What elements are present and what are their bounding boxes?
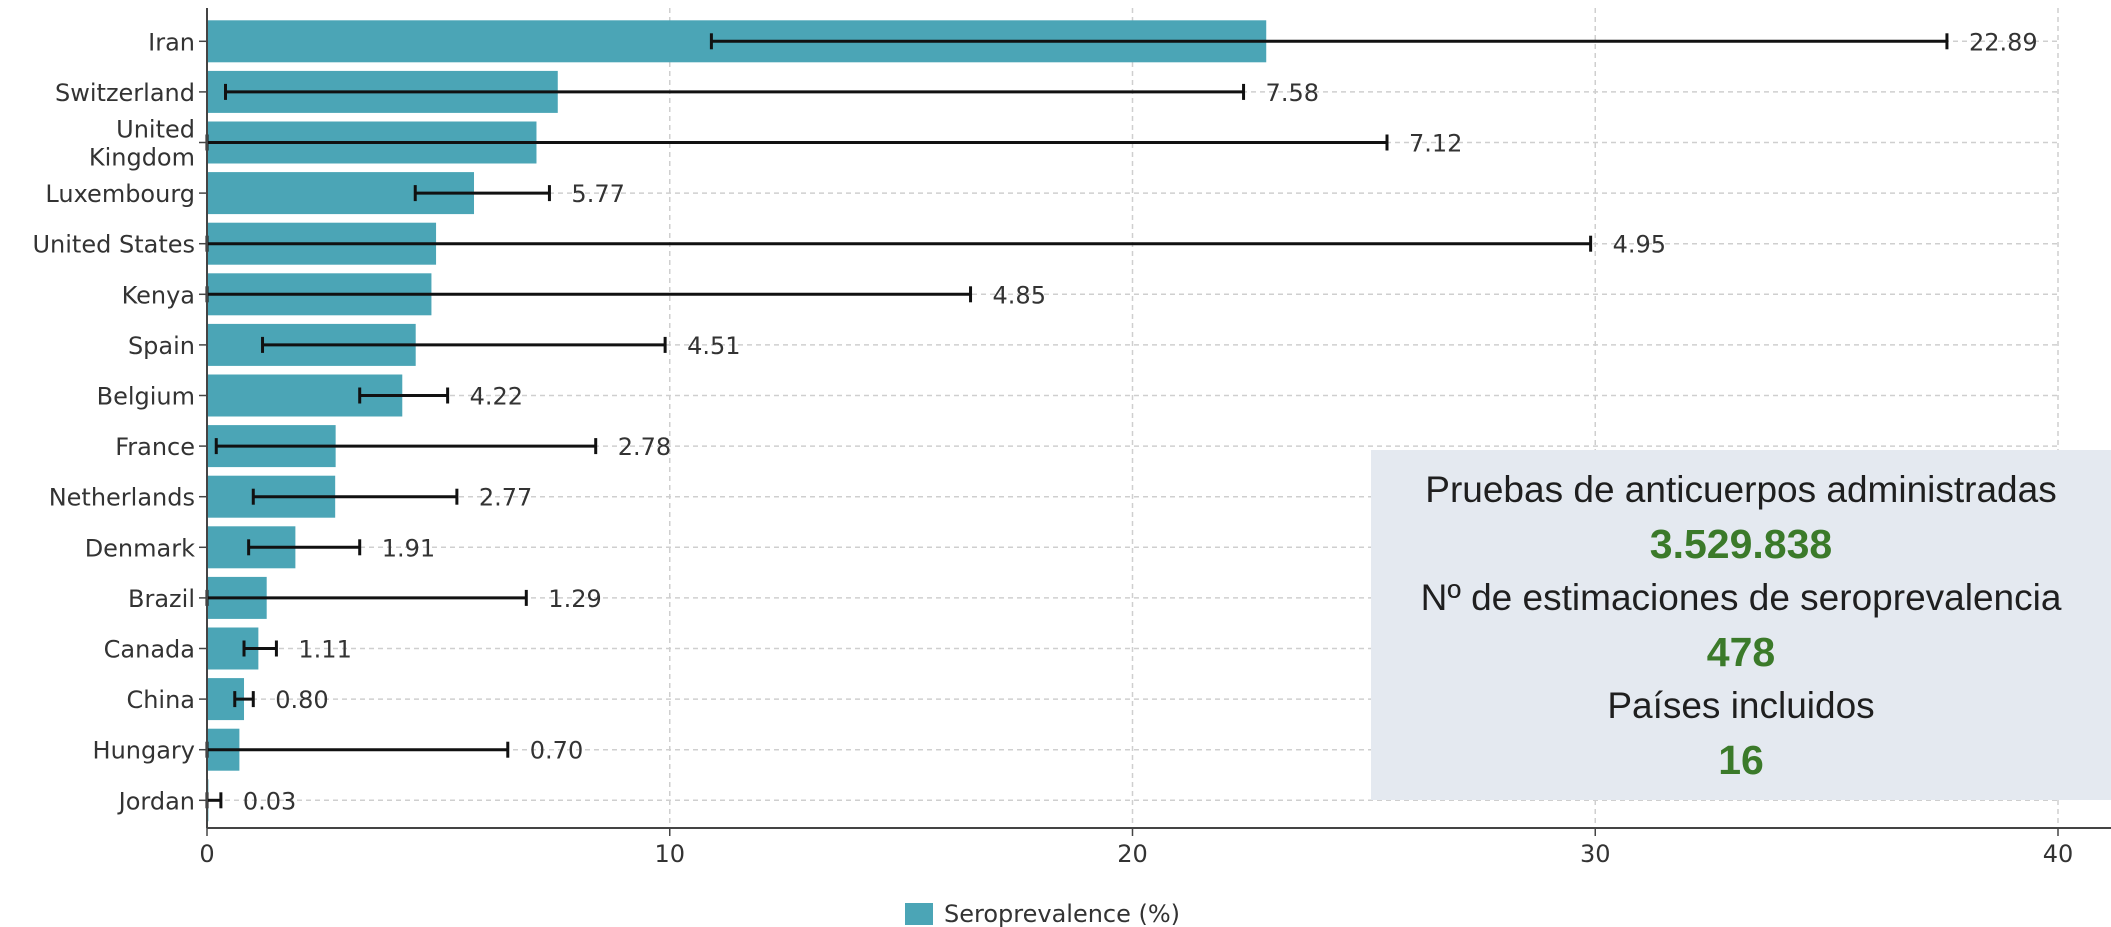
y-tick-label: Canada xyxy=(104,636,195,664)
y-tick-label: Kenya xyxy=(122,281,195,309)
y-tick-label: France xyxy=(115,433,195,461)
y-tick-label: Denmark xyxy=(85,534,195,562)
data-label: 4.22 xyxy=(470,383,523,411)
data-label: 0.03 xyxy=(243,787,296,815)
data-label: 7.58 xyxy=(1266,79,1319,107)
countries-value: 16 xyxy=(1718,737,1764,783)
x-tick-label: 0 xyxy=(199,840,214,868)
tests-label: Pruebas de anticuerpos administradas xyxy=(1425,469,2057,510)
summary-info-box: Pruebas de anticuerpos administradas 3.5… xyxy=(1371,450,2111,800)
y-tick-label: Hungary xyxy=(93,737,195,765)
data-label: 2.77 xyxy=(479,484,532,512)
y-tick-label: United States xyxy=(32,231,195,259)
y-tick-label: Brazil xyxy=(128,585,195,613)
x-tick-label: 40 xyxy=(2043,840,2074,868)
x-tick-label: 30 xyxy=(1580,840,1611,868)
data-label: 4.51 xyxy=(687,332,740,360)
y-tick-label: Switzerland xyxy=(55,79,195,107)
legend-swatch xyxy=(905,903,933,925)
data-label: 7.12 xyxy=(1409,130,1462,158)
tests-value: 3.529.838 xyxy=(1649,521,1833,567)
y-tick-label: United xyxy=(116,116,195,144)
y-tick-label: Luxembourg xyxy=(45,180,195,208)
data-label: 4.85 xyxy=(993,281,1046,309)
countries-label: Países incluidos xyxy=(1607,685,1875,726)
y-tick-label: Jordan xyxy=(117,787,195,815)
y-tick-label: Belgium xyxy=(97,383,195,411)
data-label: 5.77 xyxy=(571,180,624,208)
y-tick-label: Spain xyxy=(128,332,195,360)
y-tick-label: Netherlands xyxy=(49,484,195,512)
legend-label: Seroprevalence (%) xyxy=(944,900,1180,927)
data-label: 22.89 xyxy=(1969,28,2038,56)
estimates-label: Nº de estimaciones de seroprevalencia xyxy=(1420,577,2062,618)
data-label: 1.29 xyxy=(548,585,601,613)
data-label: 0.80 xyxy=(275,686,328,714)
data-label: 1.11 xyxy=(298,636,351,664)
x-tick-label: 10 xyxy=(654,840,685,868)
data-label: 0.70 xyxy=(530,737,583,765)
y-tick-label: Iran xyxy=(148,28,195,56)
x-tick-label: 20 xyxy=(1117,840,1148,868)
y-tick-label: Kingdom xyxy=(89,144,195,172)
data-label: 2.78 xyxy=(618,433,671,461)
data-label: 4.95 xyxy=(1613,231,1666,259)
data-label: 1.91 xyxy=(382,534,435,562)
estimates-value: 478 xyxy=(1706,629,1776,675)
y-tick-label: China xyxy=(126,686,195,714)
